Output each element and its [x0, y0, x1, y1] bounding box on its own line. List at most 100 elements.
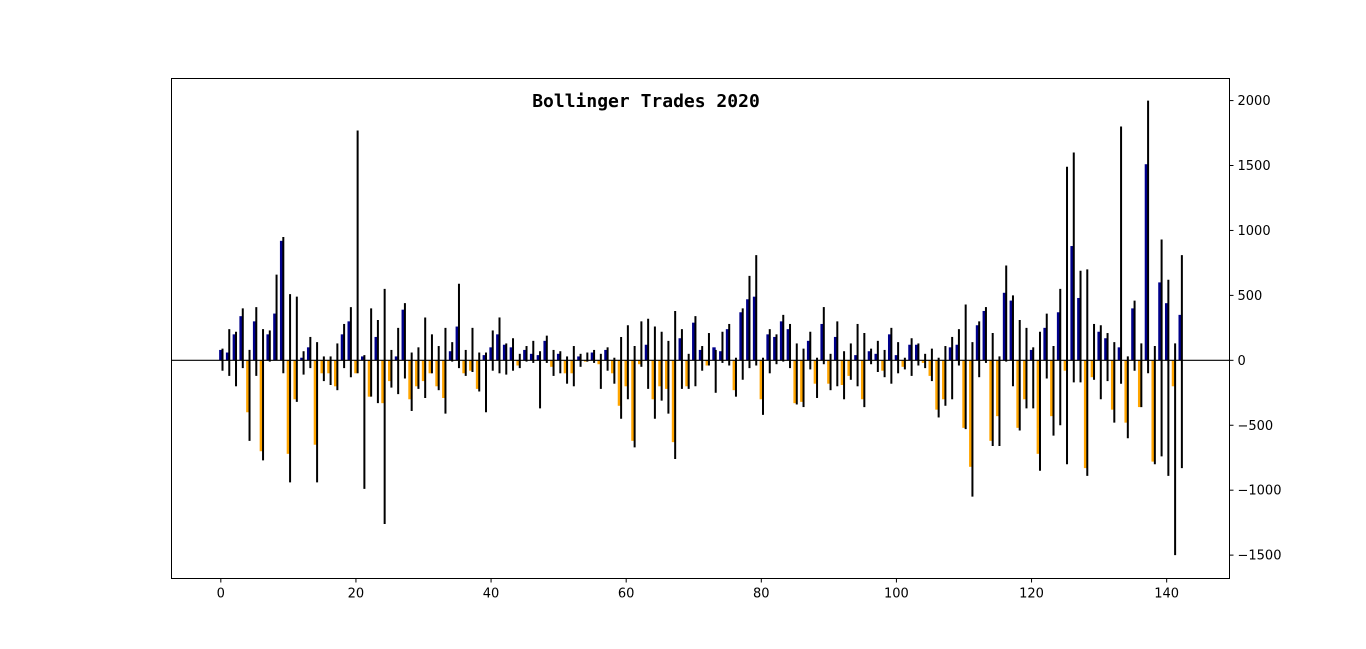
- bar-group: [313, 342, 319, 483]
- bar: [509, 347, 514, 361]
- bar-group: [1137, 343, 1143, 408]
- bar: [482, 355, 486, 361]
- bar-group: [509, 338, 515, 371]
- bar-group: [604, 347, 609, 371]
- bar: [644, 344, 649, 361]
- bar: [313, 360, 318, 445]
- bar: [1036, 360, 1040, 454]
- bar: [921, 360, 926, 363]
- bar-group: [1110, 342, 1116, 423]
- bar-group: [1009, 295, 1014, 387]
- bar: [266, 334, 270, 361]
- bar: [692, 322, 696, 361]
- bar-group: [813, 357, 819, 398]
- bar: [327, 360, 331, 374]
- bar: [340, 334, 345, 361]
- bar: [516, 360, 520, 366]
- bar: [1029, 349, 1034, 361]
- bar-group: [982, 307, 987, 363]
- bar-group: [766, 329, 771, 374]
- bar: [860, 360, 865, 400]
- bar: [671, 360, 676, 443]
- bar-group: [367, 308, 373, 397]
- bar-group: [1164, 279, 1170, 476]
- bar: [624, 360, 628, 387]
- bar: [408, 360, 412, 400]
- bar: [300, 357, 304, 361]
- bar: [536, 355, 541, 361]
- bar: [246, 360, 250, 413]
- y-tick-label: 500: [1238, 289, 1263, 304]
- bar-group: [523, 346, 528, 362]
- bar: [725, 329, 730, 361]
- bar-group: [752, 255, 758, 366]
- x-tick-label: 140: [1154, 587, 1179, 602]
- bar-group: [563, 356, 569, 384]
- bar: [631, 360, 635, 441]
- bar-group: [908, 338, 913, 376]
- bar-group: [354, 130, 359, 374]
- bar: [381, 360, 385, 404]
- bar: [881, 360, 885, 371]
- bar-group: [658, 331, 663, 401]
- bar-group: [847, 343, 852, 380]
- bar-group: [692, 316, 697, 387]
- bar: [563, 360, 568, 374]
- bar-group: [455, 283, 460, 369]
- bar: [712, 347, 716, 361]
- bar-group: [779, 314, 785, 362]
- bar: [354, 360, 358, 374]
- bar-group: [921, 353, 927, 369]
- bar: [759, 360, 763, 400]
- bar: [469, 360, 473, 371]
- bar-group: [435, 346, 440, 391]
- bar: [1151, 360, 1155, 462]
- bar-group: [793, 343, 798, 405]
- bar-group: [482, 352, 487, 413]
- bar: [1178, 314, 1182, 361]
- bar: [239, 316, 243, 361]
- bar-group: [638, 321, 643, 367]
- bar: [279, 240, 284, 361]
- bar-group: [361, 355, 366, 489]
- bar: [286, 360, 291, 454]
- bar-group: [712, 347, 717, 393]
- bar: [678, 338, 682, 361]
- bar: [1124, 360, 1128, 423]
- y-tick-label: −1000: [1238, 484, 1282, 499]
- y-tick-label: 0: [1238, 354, 1246, 369]
- x-tick-label: 60: [618, 587, 635, 602]
- bar-group: [1016, 320, 1021, 431]
- bar-group: [624, 325, 629, 400]
- bar: [401, 309, 405, 361]
- bar: [732, 360, 736, 391]
- bar: [867, 351, 872, 361]
- bar-group: [671, 310, 677, 460]
- bar-group: [306, 336, 312, 369]
- bar-group: [246, 349, 251, 441]
- bar: [793, 360, 797, 404]
- bar: [394, 356, 399, 361]
- bar-group: [286, 294, 292, 483]
- bar: [577, 356, 581, 361]
- bar: [854, 355, 858, 361]
- bar-group: [448, 342, 454, 362]
- bar-group: [1070, 152, 1075, 383]
- y-tick-label: −1500: [1238, 549, 1282, 564]
- bar-group: [1043, 313, 1048, 379]
- bar-group: [665, 340, 670, 414]
- bar: [556, 353, 561, 361]
- bar-group: [1077, 270, 1082, 383]
- bar-group: [259, 329, 265, 461]
- bar-group: [719, 331, 724, 363]
- bar-group: [1171, 343, 1177, 556]
- bar: [766, 334, 770, 361]
- bar-group: [1090, 323, 1096, 380]
- bar: [773, 336, 777, 361]
- bar: [448, 351, 453, 361]
- bar: [333, 360, 338, 387]
- bar: [604, 349, 608, 361]
- bar: [1077, 297, 1081, 361]
- bar: [435, 360, 439, 387]
- x-tick-label: 20: [348, 587, 365, 602]
